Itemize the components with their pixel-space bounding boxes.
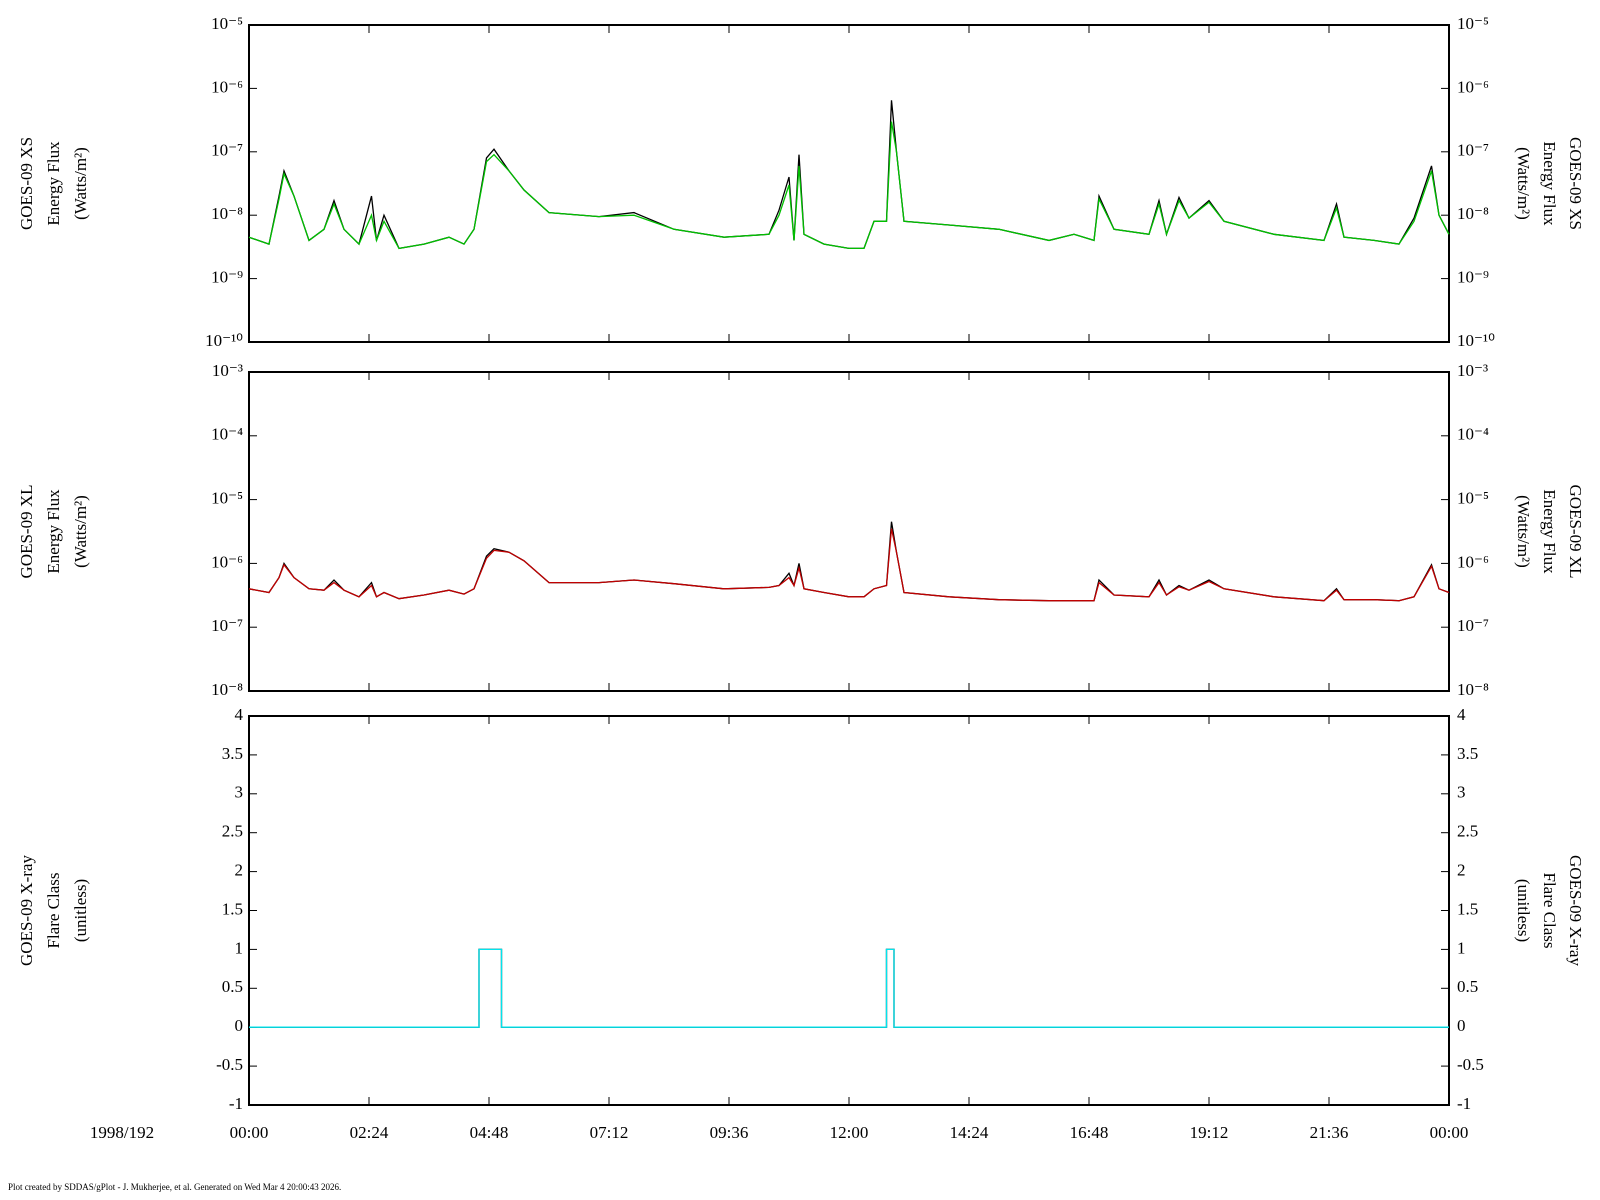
y-axis-label: (Watts/m²) (71, 495, 90, 568)
footer: Plot created by SDDAS/gPlot - J. Mukherj… (8, 1182, 341, 1192)
y2-tick-label: 1.5 (1457, 899, 1478, 918)
date-label: 1998/192 (90, 1123, 154, 1142)
plot-frame (248, 371, 1450, 692)
y2-tick-label: 10⁻⁷ (1457, 616, 1489, 635)
y2-axis-label: (Watts/m²) (1514, 147, 1533, 220)
y2-tick-label: 1 (1457, 938, 1466, 957)
y-tick-label: 10⁻⁵ (211, 489, 243, 508)
y2-tick-label: 4 (1457, 705, 1466, 724)
y-tick-label: 10⁻⁷ (211, 616, 243, 635)
y-tick-label: 10⁻³ (212, 361, 243, 380)
y2-axis-label: GOES-09 XS (1566, 137, 1585, 230)
y-tick-label: 10⁻⁶ (211, 552, 243, 571)
y-axis-label: GOES-09 XL (17, 485, 36, 579)
y2-axis-label: Flare Class (1540, 872, 1559, 948)
y-axis-label: Energy Flux (44, 489, 63, 574)
y-tick-label: 3.5 (222, 744, 243, 763)
x-tick-label: 21:36 (1310, 1123, 1349, 1142)
x-tick-label: 00:00 (1430, 1123, 1469, 1142)
y2-tick-label: 3 (1457, 783, 1466, 802)
y2-tick-label: 10⁻⁴ (1457, 425, 1489, 444)
x-tick-label: 19:12 (1190, 1123, 1229, 1142)
y2-tick-label: 10⁻⁷ (1457, 141, 1489, 160)
y2-tick-label: 10⁻⁶ (1457, 77, 1489, 96)
x-tick-label: 00:00 (230, 1123, 269, 1142)
y-tick-label: 3 (235, 783, 244, 802)
y2-axis-label: GOES-09 X-ray (1566, 855, 1585, 966)
y-tick-label: -0.5 (216, 1055, 243, 1074)
y2-tick-label: 2 (1457, 861, 1466, 880)
y-tick-label: 0 (235, 1016, 244, 1035)
y-tick-label: 4 (235, 705, 244, 724)
x-tick-label: 04:48 (470, 1123, 509, 1142)
y-tick-label: 10⁻⁷ (211, 141, 243, 160)
y-axis-label: Flare Class (44, 872, 63, 948)
y2-tick-label: 10⁻³ (1457, 361, 1488, 380)
y2-tick-label: 10⁻⁹ (1457, 268, 1489, 287)
y2-tick-label: 10⁻¹⁰ (1457, 331, 1495, 350)
x-tick-label: 14:24 (950, 1123, 989, 1142)
y2-axis-label: GOES-09 XL (1566, 485, 1585, 579)
plot-frame (248, 24, 1450, 343)
data-line (248, 100, 1450, 250)
data-line (249, 948, 1449, 1028)
x-tick-label: 02:24 (350, 1123, 389, 1142)
y-axis-label: Energy Flux (44, 141, 63, 226)
y2-tick-label: -0.5 (1457, 1055, 1484, 1074)
y2-tick-label: -1 (1457, 1094, 1471, 1113)
plot-frame (248, 715, 1450, 1106)
x-tick-label: 16:48 (1070, 1123, 1109, 1142)
y-tick-label: 1 (235, 938, 244, 957)
y-axis-label: GOES-09 X-ray (17, 855, 36, 966)
y2-tick-label: 10⁻⁵ (1457, 489, 1489, 508)
y-tick-label: 10⁻¹⁰ (205, 331, 243, 350)
data-line (248, 121, 1450, 250)
data-line (248, 528, 1450, 602)
y-tick-label: 10⁻⁴ (211, 425, 243, 444)
y-tick-label: 0.5 (222, 977, 243, 996)
y-tick-label: 10⁻⁸ (211, 680, 243, 699)
y2-tick-label: 10⁻⁸ (1457, 204, 1489, 223)
y-tick-label: 2 (235, 861, 244, 880)
y2-axis-label: Energy Flux (1540, 141, 1559, 226)
y-tick-label: 10⁻⁶ (211, 77, 243, 96)
y2-tick-label: 10⁻⁸ (1457, 680, 1489, 699)
y-tick-label: 10⁻⁵ (211, 14, 243, 33)
y2-tick-label: 0.5 (1457, 977, 1478, 996)
y-tick-label: 2.5 (222, 822, 243, 841)
y2-tick-label: 10⁻⁵ (1457, 14, 1489, 33)
y-tick-label: 1.5 (222, 899, 243, 918)
y2-axis-label: (Watts/m²) (1514, 495, 1533, 568)
y2-tick-label: 10⁻⁶ (1457, 552, 1489, 571)
y2-axis-label: Energy Flux (1540, 489, 1559, 574)
y2-tick-label: 2.5 (1457, 822, 1478, 841)
y2-tick-label: 3.5 (1457, 744, 1478, 763)
y-axis-label: (unitless) (71, 879, 90, 942)
y2-axis-label: (unitless) (1514, 879, 1533, 942)
y-tick-label: 10⁻⁸ (211, 204, 243, 223)
x-tick-label: 12:00 (830, 1123, 869, 1142)
y2-tick-label: 0 (1457, 1016, 1466, 1035)
data-line (248, 521, 1450, 602)
y-axis-label: GOES-09 XS (17, 137, 36, 230)
data-line (249, 948, 1449, 1028)
y-tick-label: -1 (229, 1094, 243, 1113)
x-tick-label: 07:12 (590, 1123, 629, 1142)
y-tick-label: 10⁻⁹ (211, 268, 243, 287)
x-tick-label: 09:36 (710, 1123, 749, 1142)
y-axis-label: (Watts/m²) (71, 147, 90, 220)
